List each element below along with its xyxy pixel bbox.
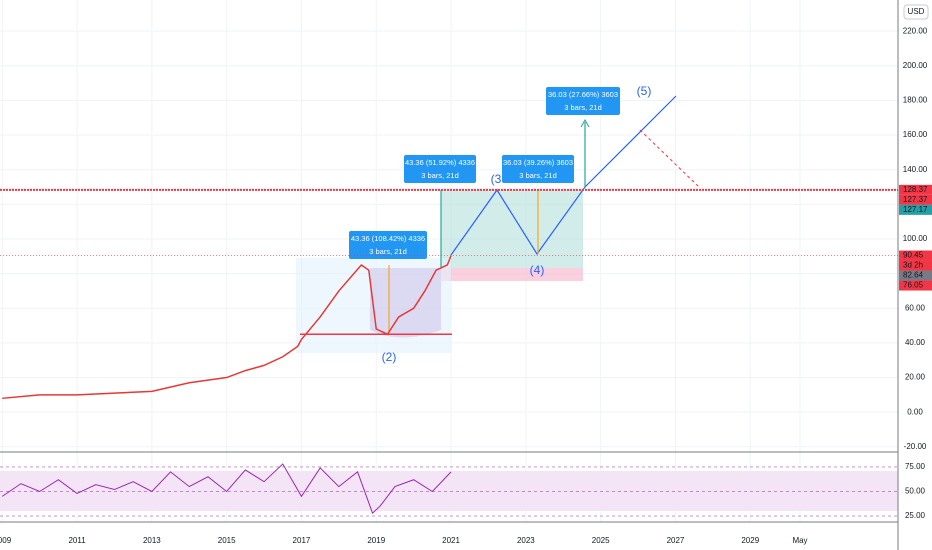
countdown: 3d 2h (903, 261, 923, 270)
currency-badge[interactable] (903, 4, 929, 20)
x-tick-label: 2017 (293, 536, 311, 545)
countdown-box (899, 260, 932, 271)
price-label-box (899, 194, 932, 205)
stop-zone (441, 268, 583, 281)
x-tick-label: 2009 (0, 536, 12, 545)
wave-label: (3 (491, 172, 502, 186)
wave-label: (4) (530, 263, 545, 277)
target-zone (441, 190, 583, 268)
measure-bars: 3 bars, 21d (421, 171, 459, 180)
measure-bars: 3 bars, 21d (564, 103, 602, 112)
measure-box (502, 155, 574, 183)
y-tick-label: 180.00 (903, 96, 928, 105)
rsi-line (1, 463, 452, 514)
currency: USD (908, 7, 925, 16)
measure-bars: 3 bars, 21d (519, 171, 557, 180)
x-tick-label: 2027 (667, 536, 685, 545)
price-line (2, 255, 452, 400)
rsi-tick-label: 25.00 (905, 511, 926, 520)
price-label-box (899, 204, 932, 215)
x-tick-label: 2023 (517, 536, 535, 545)
x-tick-label: 2019 (367, 536, 385, 545)
measure-bars: 3 bars, 21d (369, 247, 407, 256)
x-tick-label: 2011 (68, 536, 86, 545)
cup-shape (370, 268, 441, 338)
price-label-box (899, 270, 932, 281)
wave-label: (2) (382, 350, 397, 364)
price-label: 82.64 (903, 271, 924, 280)
y-tick-label: 160.00 (903, 130, 928, 139)
price-label-box (899, 184, 932, 195)
wave-projection (450, 95, 677, 256)
rsi-band (0, 471, 898, 511)
y-tick-label: 100.00 (903, 234, 928, 243)
measure-change: 36.03 (39.26%) 3603 (503, 158, 573, 167)
y-tick-label: 200.00 (903, 61, 928, 70)
rsi-tick-label: 50.00 (905, 487, 926, 496)
x-tick-label: May (792, 536, 807, 545)
x-tick-label: 2021 (442, 536, 460, 545)
y-tick-label: 60.00 (905, 303, 926, 312)
measure-change: 43.36 (108.42%) 4336 (351, 234, 425, 243)
price-label-box (899, 280, 932, 291)
measure-box (404, 155, 476, 183)
x-tick-label: 2015 (218, 536, 236, 545)
y-tick-label: 140.00 (903, 165, 928, 174)
price-label: 76.05 (903, 281, 924, 290)
price-label: 128.37 (903, 185, 928, 194)
x-tick-label: 2013 (143, 536, 161, 545)
price-label-box (899, 250, 932, 261)
x-tick-label: 2029 (741, 536, 759, 545)
wave-decline (639, 129, 701, 189)
arrow-head (580, 118, 590, 128)
measure-box (546, 87, 620, 115)
y-tick-label: -20.00 (904, 442, 927, 451)
measure-change: 43.36 (51.92%) 4336 (405, 158, 475, 167)
rsi-tick-label: 75.00 (905, 462, 926, 471)
y-tick-label: 220.00 (903, 26, 928, 35)
y-tick-label: 0.00 (907, 407, 923, 416)
price-label: 127.37 (903, 195, 928, 204)
measure-box (349, 231, 427, 259)
price-label: 127.17 (903, 205, 928, 214)
wave-label: (5) (637, 84, 652, 98)
y-tick-label: 40.00 (905, 338, 926, 347)
measure-change: 36.03 (27.66%) 3603 (548, 90, 618, 99)
y-tick-label: 20.00 (905, 373, 926, 382)
price-label: 90.45 (903, 251, 924, 260)
x-tick-label: 2025 (592, 536, 610, 545)
